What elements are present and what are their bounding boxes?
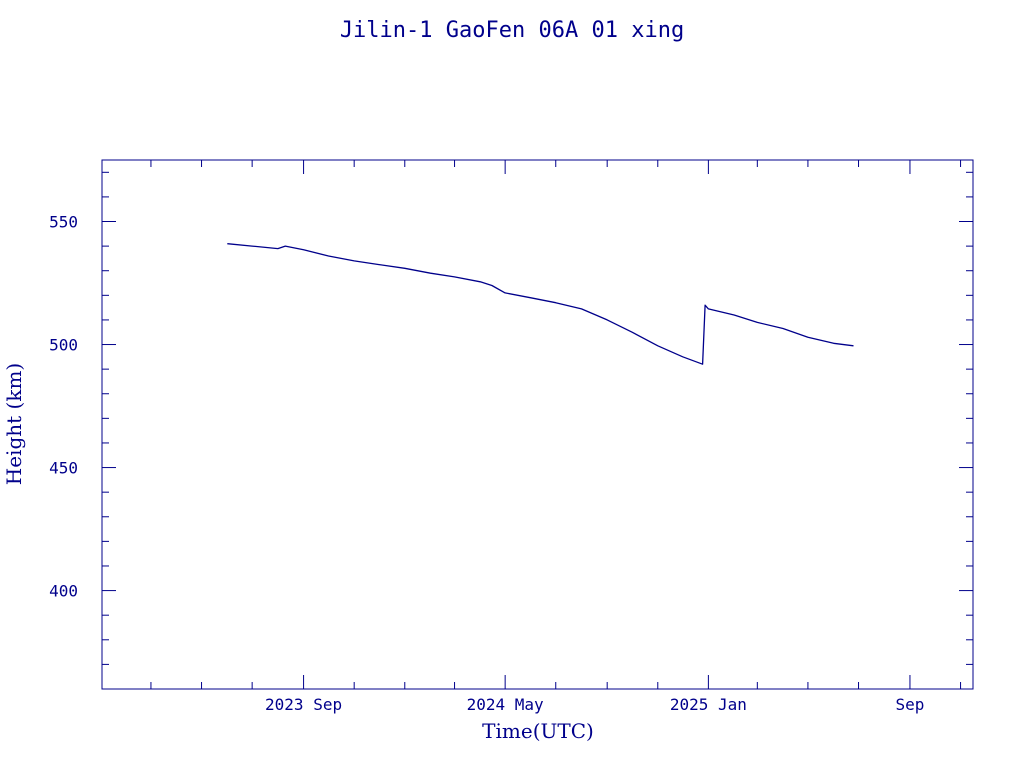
- y-tick-label: 550: [49, 213, 78, 232]
- x-axis-label: Time(UTC): [482, 719, 594, 743]
- x-tick-label: Sep: [896, 695, 925, 714]
- x-tick-label: 2025 Jan: [670, 695, 747, 714]
- x-tick-label: 2023 Sep: [265, 695, 342, 714]
- y-tick-label: 450: [49, 459, 78, 478]
- plot-area-frame: [101, 159, 974, 690]
- axis-ticks: [101, 160, 973, 689]
- y-axis-label: Height (km): [2, 363, 26, 485]
- y-tick-label: 500: [49, 336, 78, 355]
- series-line: [227, 243, 854, 365]
- y-tick-label: 400: [49, 582, 78, 601]
- series-group: [227, 243, 854, 365]
- axis-tick-labels: 400 450 500 550 2023 Sep 2024 May 2025 Jan Sep: [49, 213, 924, 714]
- chart-title: Jilin-1 GaoFen 06A 01 xing: [340, 18, 684, 43]
- x-tick-label: 2024 May: [467, 695, 544, 714]
